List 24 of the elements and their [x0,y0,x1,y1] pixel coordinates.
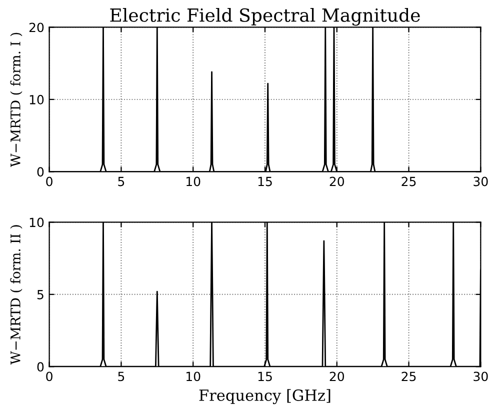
x-tick-label: 20 [330,372,344,382]
x-tick-label: 15 [258,372,272,382]
y-axis-title: W−MRTD ( form. I ) [10,32,22,168]
x-tick-label: 0 [46,176,52,186]
x-tick-label: 5 [118,176,124,186]
x-tick-label: 10 [186,372,200,382]
x-tick-label: 30 [474,176,488,186]
x-tick-label: 25 [402,176,416,186]
y-axis-title: W−MRTD ( form. II ) [10,225,22,365]
x-tick-label: 5 [118,372,124,382]
x-tick-label: 15 [258,176,272,186]
y-tick-label: 0 [37,167,44,177]
x-axis-title: Frequency [GHz] [199,389,330,404]
x-tick-label: 10 [186,176,200,186]
x-tick-label: 25 [402,372,416,382]
x-tick-label: 30 [474,372,488,382]
x-tick-label: 0 [46,372,52,382]
x-tick-label: 20 [330,176,344,186]
y-tick-label: 5 [37,290,44,300]
chart-title: Electric Field Spectral Magnitude [110,8,420,26]
y-tick-label: 20 [29,22,44,32]
y-tick-label: 0 [37,362,44,372]
y-tick-label: 10 [30,94,44,104]
y-tick-label: 10 [30,218,44,228]
